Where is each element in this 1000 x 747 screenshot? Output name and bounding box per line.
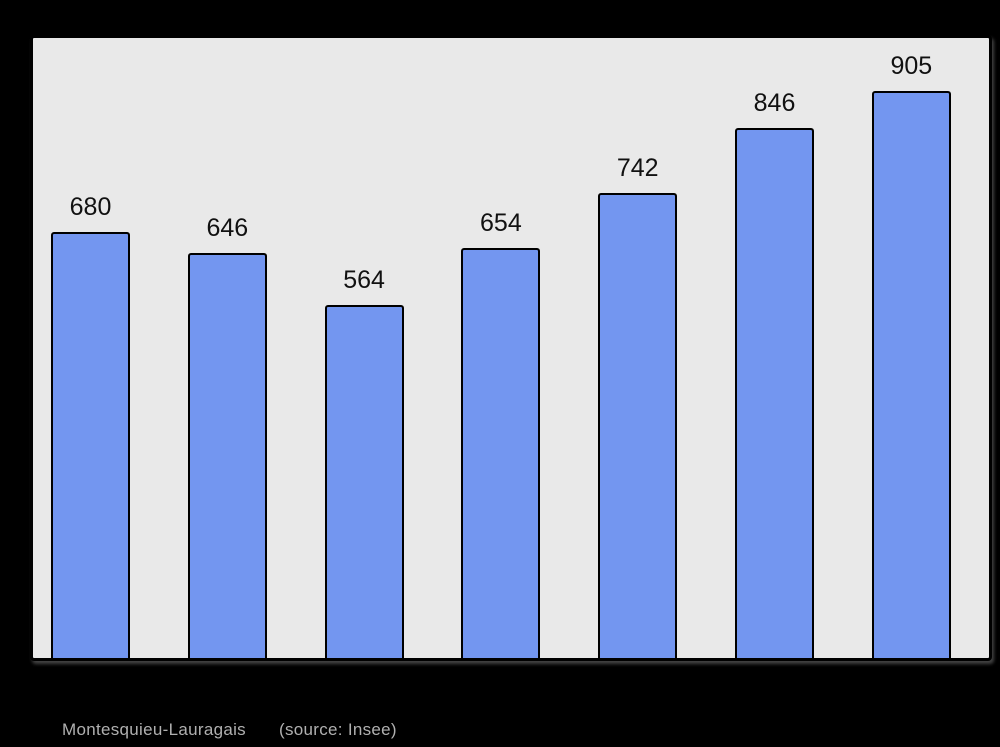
bar-value-label: 564 (343, 265, 385, 294)
bar-value-label: 742 (616, 154, 659, 183)
bar-value-label: 646 (206, 214, 249, 243)
bar (324, 304, 404, 658)
bar-slot: 654 (461, 38, 541, 658)
bar-value-label: 905 (890, 52, 933, 81)
bar-value-label: 654 (480, 209, 522, 238)
bar (598, 193, 678, 658)
source-note-label: (source: Insee) (279, 720, 397, 739)
plot-area: 680 646 564 654 742 846 905 (30, 35, 992, 661)
bars-layer: 680 646 564 654 742 846 905 (33, 38, 989, 658)
bar (735, 128, 814, 658)
bar-slot: 564 (324, 38, 404, 658)
bar-value-label: 846 (753, 89, 796, 118)
bar-slot: 905 (871, 38, 951, 658)
bar (461, 248, 541, 658)
commune-name-label: Montesquieu-Lauragais (62, 720, 246, 739)
bar (51, 232, 130, 658)
bar (871, 91, 951, 658)
bar (187, 253, 267, 658)
bar-slot: 846 (735, 38, 814, 658)
chart-footer: Montesquieu-Lauragais (source: Insee) (62, 720, 397, 740)
bar-slot: 646 (187, 38, 267, 658)
bar-slot: 742 (598, 38, 678, 658)
bar-value-label: 680 (69, 193, 112, 222)
bar-slot: 680 (51, 38, 130, 658)
